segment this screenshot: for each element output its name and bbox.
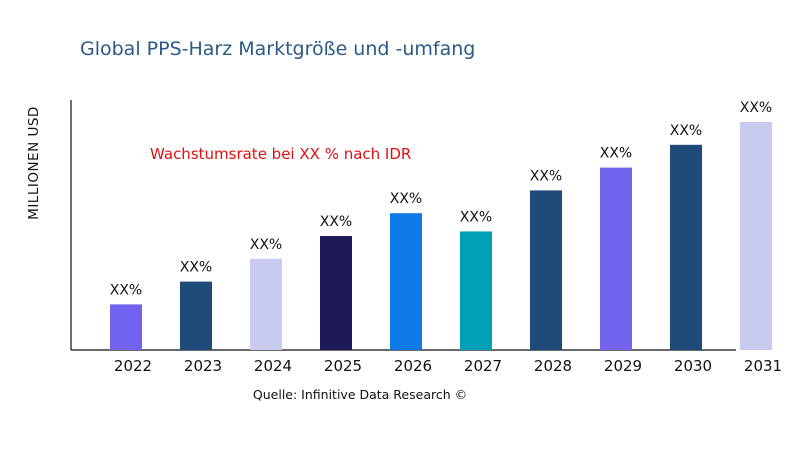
x-tick-2026: 2026 [394, 357, 432, 375]
data-label-2030: XX% [670, 123, 702, 139]
bar-2029 [600, 167, 632, 350]
bar-2030 [670, 144, 702, 350]
growth-rate-annotation: Wachstumsrate bei XX % nach IDR [150, 145, 412, 163]
x-tick-2025: 2025 [324, 357, 362, 375]
chart-title: Global PPS-Harz Marktgröße und -umfang [80, 38, 476, 60]
data-label-2027: XX% [460, 209, 492, 225]
bar-2024 [250, 258, 282, 350]
bar-2025 [320, 236, 352, 350]
data-label-2022: XX% [110, 282, 142, 298]
bar-2022 [110, 304, 142, 350]
x-tick-2030: 2030 [674, 357, 712, 375]
x-tick-2024: 2024 [254, 357, 292, 375]
x-tick-2022: 2022 [114, 357, 152, 375]
source-note: Quelle: Infinitive Data Research © [252, 387, 468, 402]
data-label-2026: XX% [390, 191, 422, 207]
bar-2027 [460, 231, 492, 350]
bar-2028 [530, 190, 562, 350]
data-label-2025: XX% [320, 214, 352, 230]
x-tick-2028: 2028 [534, 357, 572, 375]
x-tick-2029: 2029 [604, 357, 642, 375]
data-label-2028: XX% [530, 168, 562, 184]
bar-2026 [390, 213, 422, 350]
data-label-2031: XX% [740, 100, 772, 116]
bar-2031 [740, 122, 772, 350]
bar-2023 [180, 281, 212, 350]
x-tick-2027: 2027 [464, 357, 502, 375]
x-tick-2031: 2031 [744, 357, 782, 375]
data-label-2024: XX% [250, 237, 282, 253]
data-label-2023: XX% [180, 260, 212, 276]
x-tick-2023: 2023 [184, 357, 222, 375]
data-label-2029: XX% [600, 146, 632, 162]
